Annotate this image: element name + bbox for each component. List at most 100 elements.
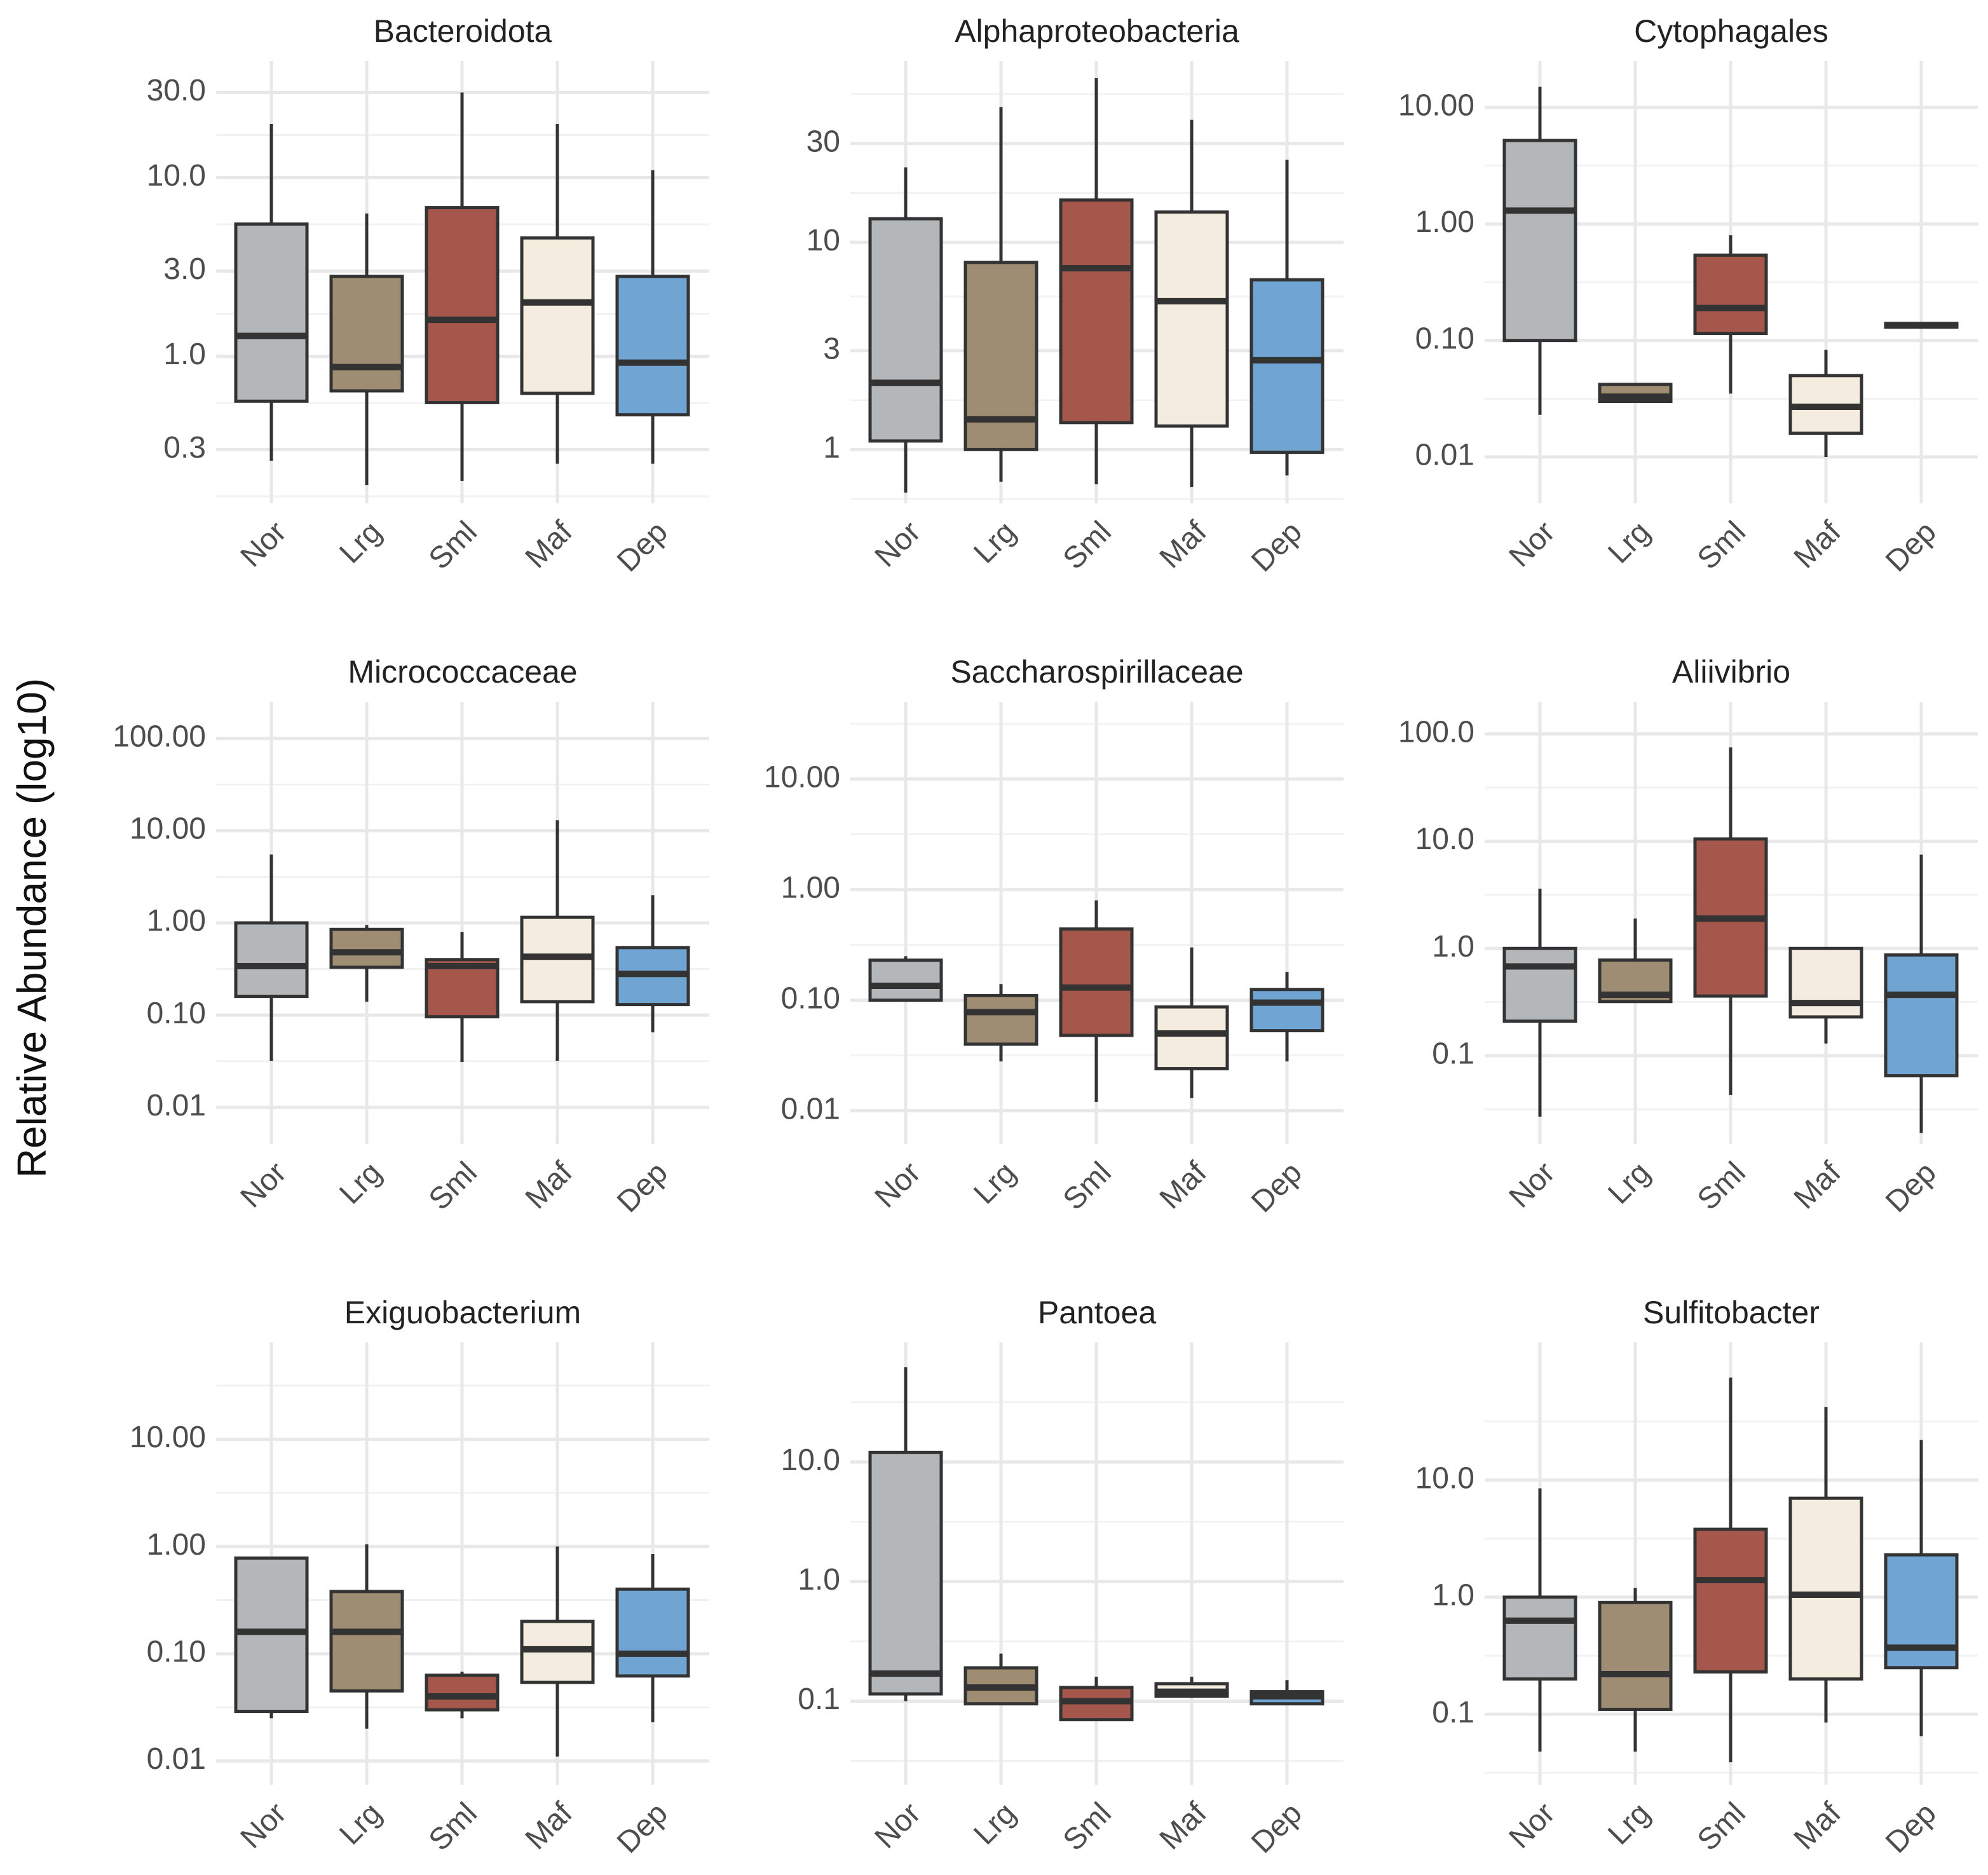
x-tick-label: Dep — [1245, 515, 1309, 578]
x-tick-label: Lrg — [1602, 1156, 1657, 1211]
box-dep — [1884, 322, 1959, 329]
panel-title: Sulfitobacter — [1643, 1295, 1820, 1330]
box-body — [234, 222, 309, 403]
y-tick-label: 3 — [823, 332, 840, 365]
box-lrg — [329, 1544, 404, 1729]
box-dep — [1884, 854, 1959, 1133]
panel-alphaproteobacteria: Alphaproteobacteria 1 3 10 30 Nor Lrg Sml Maf Dep — [807, 13, 1344, 578]
panel-pantoea: Pantoea 0.1 1.0 10.0 Nor Lrg Sml Maf Dep — [781, 1295, 1344, 1860]
box-maf — [520, 123, 595, 464]
box-body — [520, 236, 595, 395]
x-tick-label: Sml — [1057, 1796, 1118, 1857]
y-tick-label: 1.00 — [147, 1528, 206, 1562]
panel-exiguobacterium: Exiguobacterium 0.01 0.10 1.00 10.00 Nor Lrg Sm… — [130, 1295, 709, 1860]
box-lrg — [963, 1653, 1038, 1706]
x-tick-label: Sml — [1057, 1156, 1118, 1217]
y-tick-label: 10.00 — [130, 1421, 206, 1454]
x-tick-label: Nor — [1503, 1796, 1562, 1855]
x-tick-label: Dep — [1879, 515, 1943, 578]
x-tick-label: Maf — [1154, 1156, 1214, 1216]
y-tick-label: 10.0 — [147, 159, 206, 193]
box-body — [1249, 988, 1324, 1033]
box-dep — [1884, 1440, 1959, 1736]
y-tick-label: 0.1 — [1432, 1037, 1474, 1071]
panel-title: Micrococcaceae — [348, 654, 577, 690]
box-sml — [1693, 747, 1768, 1095]
x-tick-label: Lrg — [1602, 1796, 1657, 1851]
y-tick-label: 1.0 — [798, 1563, 840, 1597]
y-axis-label: Relative Abundance (log10) — [9, 678, 55, 1178]
box-sml — [425, 932, 500, 1062]
box-body — [1693, 253, 1768, 336]
box-body — [1502, 946, 1577, 1023]
box-body — [1059, 198, 1134, 425]
x-tick-label: Dep — [1245, 1156, 1309, 1219]
x-tick-label: Nor — [1503, 1156, 1562, 1214]
box-nor — [1502, 889, 1577, 1117]
y-tick-label: 30 — [807, 125, 840, 158]
x-tick-label: Sml — [1691, 515, 1752, 576]
y-tick-label: 100.0 — [1398, 715, 1474, 749]
y-tick-label: 0.1 — [1432, 1696, 1474, 1729]
x-tick-label: Sml — [1057, 515, 1118, 576]
box-dep — [615, 1554, 690, 1722]
box-body — [868, 217, 943, 443]
panel-title: Aliivibrio — [1672, 654, 1790, 690]
x-tick-label: Maf — [519, 1796, 580, 1857]
panel-title: Cytophagales — [1634, 13, 1828, 49]
box-maf — [1154, 119, 1229, 488]
x-tick-label: Dep — [1245, 1796, 1309, 1860]
x-tick-label: Lrg — [333, 1156, 388, 1211]
x-tick-label: Nor — [235, 1796, 293, 1855]
panel-sulfitobacter: Sulfitobacter 0.1 1.0 10.0 Nor Lrg Sml Maf Dep — [1415, 1295, 1978, 1860]
box-maf — [1788, 350, 1863, 458]
box-body — [1788, 1496, 1863, 1681]
y-tick-label: 0.10 — [147, 997, 206, 1030]
x-tick-label: Maf — [519, 515, 580, 575]
x-tick-label: Lrg — [967, 515, 1023, 570]
box-sml — [1693, 1377, 1768, 1762]
box-body — [329, 1590, 404, 1693]
panel-title: Alphaproteobacteria — [955, 13, 1239, 49]
x-tick-label: Nor — [869, 1796, 927, 1855]
y-tick-label: 10.00 — [764, 760, 840, 794]
box-sml — [1059, 900, 1134, 1102]
y-tick-label: 3.0 — [163, 252, 206, 286]
x-tick-label: Maf — [1154, 1796, 1214, 1857]
x-tick-label: Sml — [423, 515, 484, 576]
x-tick-label: Dep — [611, 515, 674, 578]
box-nor — [868, 167, 943, 493]
y-tick-label: 10.0 — [781, 1443, 840, 1477]
box-nor — [868, 956, 943, 1002]
x-tick-label: Nor — [869, 515, 927, 573]
box-nor — [1502, 1488, 1577, 1752]
box-body — [1788, 946, 1863, 1019]
box-lrg — [1598, 383, 1673, 404]
panel-saccharospirillaceae: Saccharospirillaceae 0.01 0.10 1.00 10.00 Nor… — [764, 654, 1344, 1219]
box-lrg — [963, 984, 1038, 1061]
y-tick-label: 0.01 — [147, 1742, 206, 1776]
x-tick-label: Lrg — [1602, 515, 1657, 570]
y-tick-label: 10 — [807, 224, 840, 257]
panel-title: Bacteroidota — [374, 13, 552, 49]
box-dep — [1249, 1680, 1324, 1706]
y-tick-label: 0.10 — [147, 1635, 206, 1669]
box-maf — [520, 1546, 595, 1757]
y-tick-label: 1 — [823, 431, 840, 465]
box-sml — [1693, 235, 1768, 394]
box-dep — [615, 895, 690, 1033]
box-lrg — [1598, 1588, 1673, 1752]
box-sml — [1059, 1677, 1134, 1722]
x-tick-label: Nor — [235, 1156, 293, 1214]
y-tick-label: 0.01 — [781, 1092, 840, 1126]
box-body — [1059, 927, 1134, 1037]
panel-title: Pantoea — [1038, 1295, 1156, 1330]
box-body — [1502, 139, 1577, 343]
box-lrg — [963, 107, 1038, 482]
box-body — [615, 275, 690, 417]
x-tick-label: Lrg — [967, 1796, 1023, 1851]
box-maf — [1788, 1407, 1863, 1723]
panel-title: Exiguobacterium — [344, 1295, 581, 1330]
x-tick-label: Dep — [611, 1796, 674, 1860]
box-maf — [1788, 946, 1863, 1044]
